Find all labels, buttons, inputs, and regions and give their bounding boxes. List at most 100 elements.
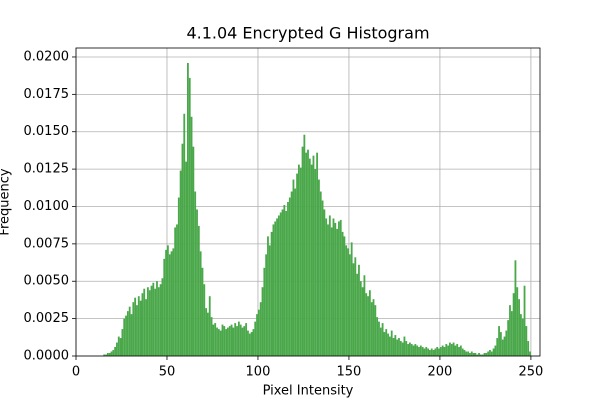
bar <box>223 326 226 356</box>
bar <box>146 287 149 356</box>
bar <box>277 215 280 356</box>
bar <box>510 311 513 356</box>
bar <box>499 332 502 356</box>
bar <box>312 155 315 356</box>
bar <box>363 275 366 356</box>
bar <box>474 353 477 356</box>
bar <box>509 305 511 356</box>
bar <box>117 336 120 356</box>
chart-title: 4.1.04 Encrypted G Histogram <box>186 24 429 43</box>
bar <box>419 345 422 356</box>
y-tick-label: 0.0200 <box>24 49 70 64</box>
bar <box>181 143 184 356</box>
bar <box>265 254 268 356</box>
y-tick-label: 0.0125 <box>24 162 70 177</box>
bar <box>343 236 346 356</box>
bar <box>199 251 202 356</box>
bar <box>287 202 289 356</box>
bar <box>516 287 519 356</box>
bar <box>137 296 140 356</box>
bar <box>328 215 331 356</box>
bar <box>390 330 393 356</box>
bar <box>425 347 428 356</box>
x-tick-label: 200 <box>428 365 453 380</box>
bar <box>399 341 402 356</box>
bar <box>292 179 295 356</box>
bar <box>192 146 195 356</box>
bar <box>519 314 522 356</box>
bar <box>237 321 240 356</box>
bar <box>403 336 406 356</box>
bar <box>105 354 107 356</box>
bar <box>194 191 197 356</box>
bar <box>350 242 353 356</box>
bar <box>174 227 177 356</box>
bar <box>514 260 517 356</box>
bar <box>256 314 258 356</box>
bar <box>268 245 271 356</box>
bar <box>445 344 448 356</box>
bar <box>454 345 457 356</box>
bar <box>338 221 340 356</box>
bar <box>487 351 490 356</box>
bar <box>259 302 262 356</box>
bar <box>430 348 433 356</box>
bar <box>270 231 273 356</box>
bar <box>372 299 375 356</box>
y-tick-label: 0.0150 <box>24 124 70 139</box>
bar <box>418 347 420 356</box>
bar <box>303 134 306 356</box>
bar <box>525 326 528 356</box>
bar <box>327 224 329 356</box>
bar <box>401 342 404 356</box>
bar <box>507 320 510 356</box>
x-tick-label: 0 <box>72 365 80 380</box>
bar <box>379 327 382 356</box>
bar <box>438 348 440 356</box>
bar <box>334 222 337 356</box>
bar <box>225 329 228 356</box>
bar <box>492 348 495 356</box>
bar <box>208 296 211 356</box>
x-tick-label: 250 <box>518 365 543 380</box>
bar <box>449 342 451 356</box>
x-tick-label: 50 <box>159 365 176 380</box>
bar <box>470 351 473 356</box>
bar <box>165 249 167 356</box>
bar <box>201 267 204 356</box>
x-tick-label: 150 <box>337 365 362 380</box>
bar <box>110 351 113 356</box>
bar <box>341 231 344 356</box>
bar <box>512 293 515 356</box>
bar <box>439 347 442 356</box>
bar <box>494 345 497 356</box>
bar <box>106 353 109 356</box>
bar <box>476 354 479 356</box>
bar <box>321 200 324 356</box>
bar <box>157 287 160 356</box>
bar <box>518 299 520 356</box>
bar <box>288 197 291 356</box>
bar <box>368 290 371 356</box>
bar <box>227 327 229 356</box>
bar <box>203 284 206 356</box>
bar <box>132 302 135 356</box>
bar <box>296 173 298 356</box>
bar <box>248 333 251 356</box>
bar <box>358 264 360 356</box>
bar <box>410 344 413 356</box>
bar <box>154 288 157 356</box>
bar <box>141 293 144 356</box>
bar <box>361 287 364 356</box>
bar <box>521 318 524 356</box>
bar <box>450 344 453 356</box>
bar <box>274 221 277 356</box>
bar <box>467 351 470 356</box>
bar <box>301 146 304 356</box>
y-tick-label: 0.0025 <box>24 311 70 326</box>
bar <box>498 326 500 356</box>
bar <box>190 116 193 356</box>
bar <box>252 329 255 356</box>
bar <box>214 323 217 356</box>
